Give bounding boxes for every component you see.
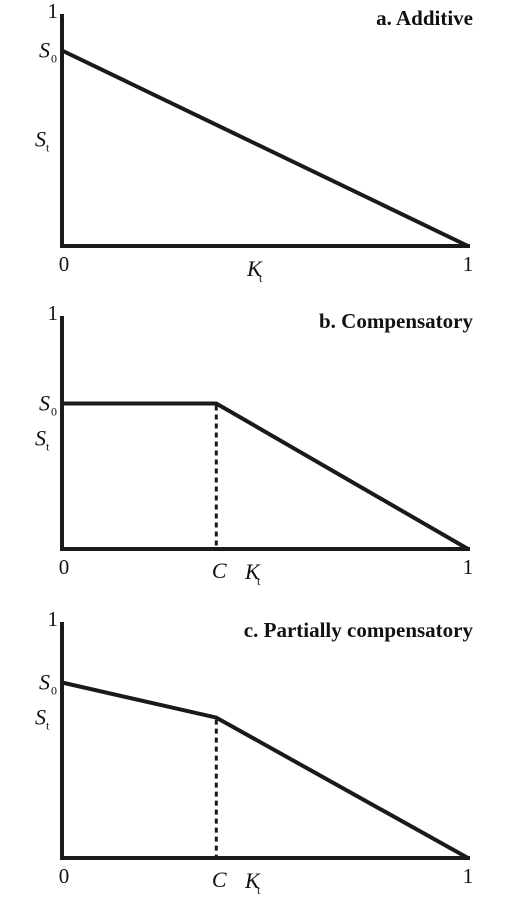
x-axis-label-subscript: t — [259, 271, 263, 285]
panel-title: b. Compensatory — [319, 309, 474, 333]
x-tick-label: 1 — [463, 555, 474, 579]
panel-title: c. Partially compensatory — [244, 618, 474, 642]
x-marker-label: C — [212, 867, 227, 892]
y-tick-label: 1 — [48, 0, 59, 23]
x-tick-label: 0 — [59, 252, 70, 276]
y-axis-label: S — [35, 127, 46, 152]
x-tick-label: 1 — [463, 252, 474, 276]
x-tick-label: 1 — [463, 864, 474, 888]
x-axis-label: K — [246, 256, 263, 281]
y-tick-label: 1 — [48, 607, 59, 631]
y-marker-label: S — [39, 390, 50, 415]
y-axis-label: S — [35, 705, 46, 730]
y-marker-subscript: 0 — [51, 684, 57, 698]
y-marker-label: S — [39, 670, 50, 695]
y-axis-label-subscript: t — [46, 439, 50, 453]
y-marker-subscript: 0 — [51, 52, 57, 66]
panel-title: a. Additive — [376, 6, 473, 30]
x-axis-label: K — [244, 868, 261, 893]
x-axis-label-subscript: t — [257, 574, 261, 588]
y-marker-label: S — [39, 38, 50, 63]
y-tick-label: 1 — [48, 301, 59, 325]
y-marker-subscript: 0 — [51, 404, 57, 418]
y-axis-label-subscript: t — [46, 141, 50, 155]
x-axis-label: K — [244, 559, 261, 584]
y-axis-label-subscript: t — [46, 719, 50, 733]
y-axis-label: S — [35, 425, 46, 450]
x-axis-label-subscript: t — [257, 883, 261, 897]
series-line-0 — [61, 680, 469, 860]
x-marker-label: C — [212, 558, 227, 583]
series-line-0 — [62, 401, 470, 551]
x-tick-label: 0 — [59, 555, 70, 579]
x-tick-label: 0 — [59, 864, 70, 888]
series-line-0 — [61, 48, 469, 248]
